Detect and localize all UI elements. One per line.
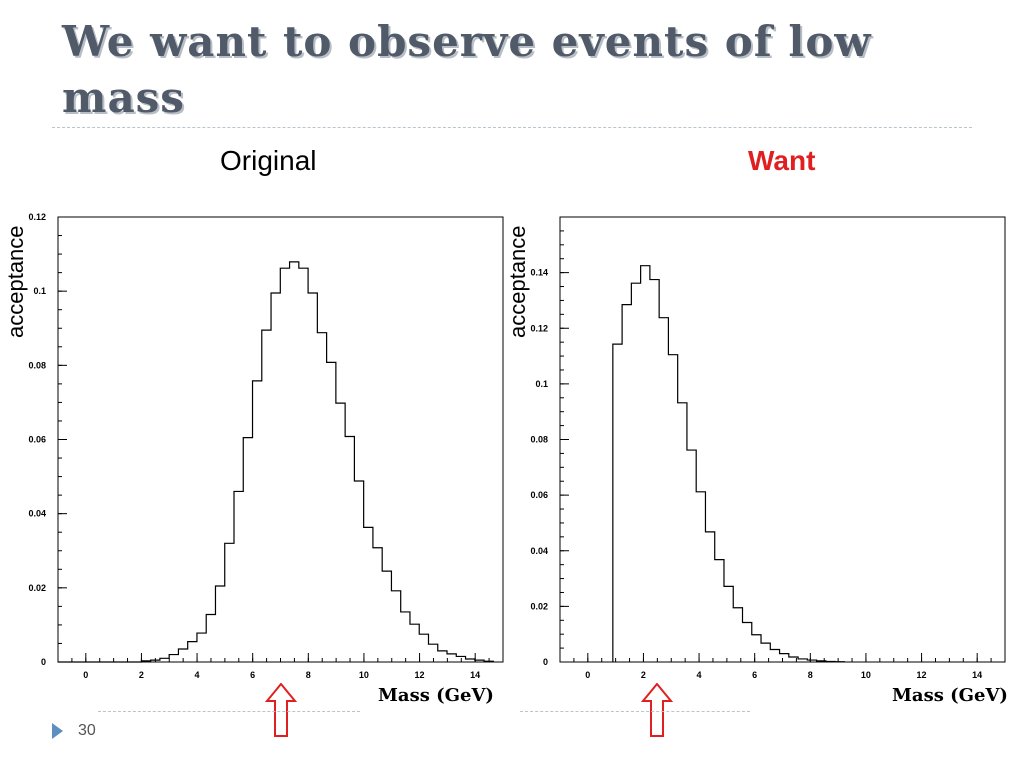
histogram-series [58, 261, 494, 663]
x-axis-label-want: Mass (GeV) [892, 685, 1008, 706]
x-tick-label: 14 [972, 670, 982, 680]
y-tick-label: 0.12 [530, 323, 548, 333]
y-tick-label: 0.08 [28, 360, 46, 370]
x-tick-label: 4 [195, 670, 200, 680]
chart-want: 0 2 4 6 8 10 12 14 0 0.02 0.04 0.06 0.08 0.1 0.12 0.14 [530, 216, 1006, 680]
y-tick-label: 0.12 [28, 212, 46, 222]
title-divider [52, 127, 972, 128]
slide-title: We want to observe events of low mass [62, 17, 872, 122]
bullet-triangle-icon [52, 723, 63, 739]
y-tick-label: 0.02 [28, 583, 46, 593]
x-tick-label: 6 [752, 670, 757, 680]
x-tick-label: 8 [808, 670, 813, 680]
x-axis-label-original: Mass (GeV) [378, 685, 494, 706]
y-tick-label: 0.02 [530, 601, 548, 611]
y-tick-label: 0.04 [530, 546, 548, 556]
x-tick-label: 8 [306, 670, 311, 680]
x-tick-label: 10 [861, 670, 871, 680]
x-tick-label: 4 [697, 670, 702, 680]
chart-title-original: Original [220, 145, 317, 176]
x-tick-label: 2 [641, 670, 646, 680]
chart-original: 0 2 4 6 8 10 12 14 0 0.02 0.04 0.06 0.08 0.1 0.12 [28, 212, 504, 680]
y-tick-label: 0.04 [28, 509, 46, 519]
y-tick-label: 0 [543, 657, 548, 667]
y-tick-label: 0.14 [530, 268, 548, 278]
x-tick-label: 6 [250, 670, 255, 680]
up-arrow-icon [641, 683, 674, 737]
x-tick-label: 12 [917, 670, 927, 680]
plot-frame [559, 216, 1006, 663]
y-tick-label: 0.1 [33, 286, 46, 296]
y-tick-label: 0.06 [28, 435, 46, 445]
page-number: 30 [78, 722, 96, 739]
x-tick-label: 0 [585, 670, 590, 680]
y-tick-label: 0.06 [530, 490, 548, 500]
x-tick-label: 14 [470, 670, 480, 680]
y-tick-label: 0.1 [535, 379, 548, 389]
footer-divider [520, 711, 750, 712]
histogram-series [612, 265, 845, 663]
x-tick-label: 10 [359, 670, 369, 680]
x-tick-label: 0 [83, 670, 88, 680]
chart-title-want: Want [748, 145, 816, 176]
footer-divider [98, 711, 360, 712]
x-tick-label: 12 [415, 670, 425, 680]
up-arrow-icon [264, 683, 297, 737]
y-tick-label: 0 [41, 657, 46, 667]
y-tick-label: 0.08 [530, 435, 548, 445]
x-tick-label: 2 [139, 670, 144, 680]
